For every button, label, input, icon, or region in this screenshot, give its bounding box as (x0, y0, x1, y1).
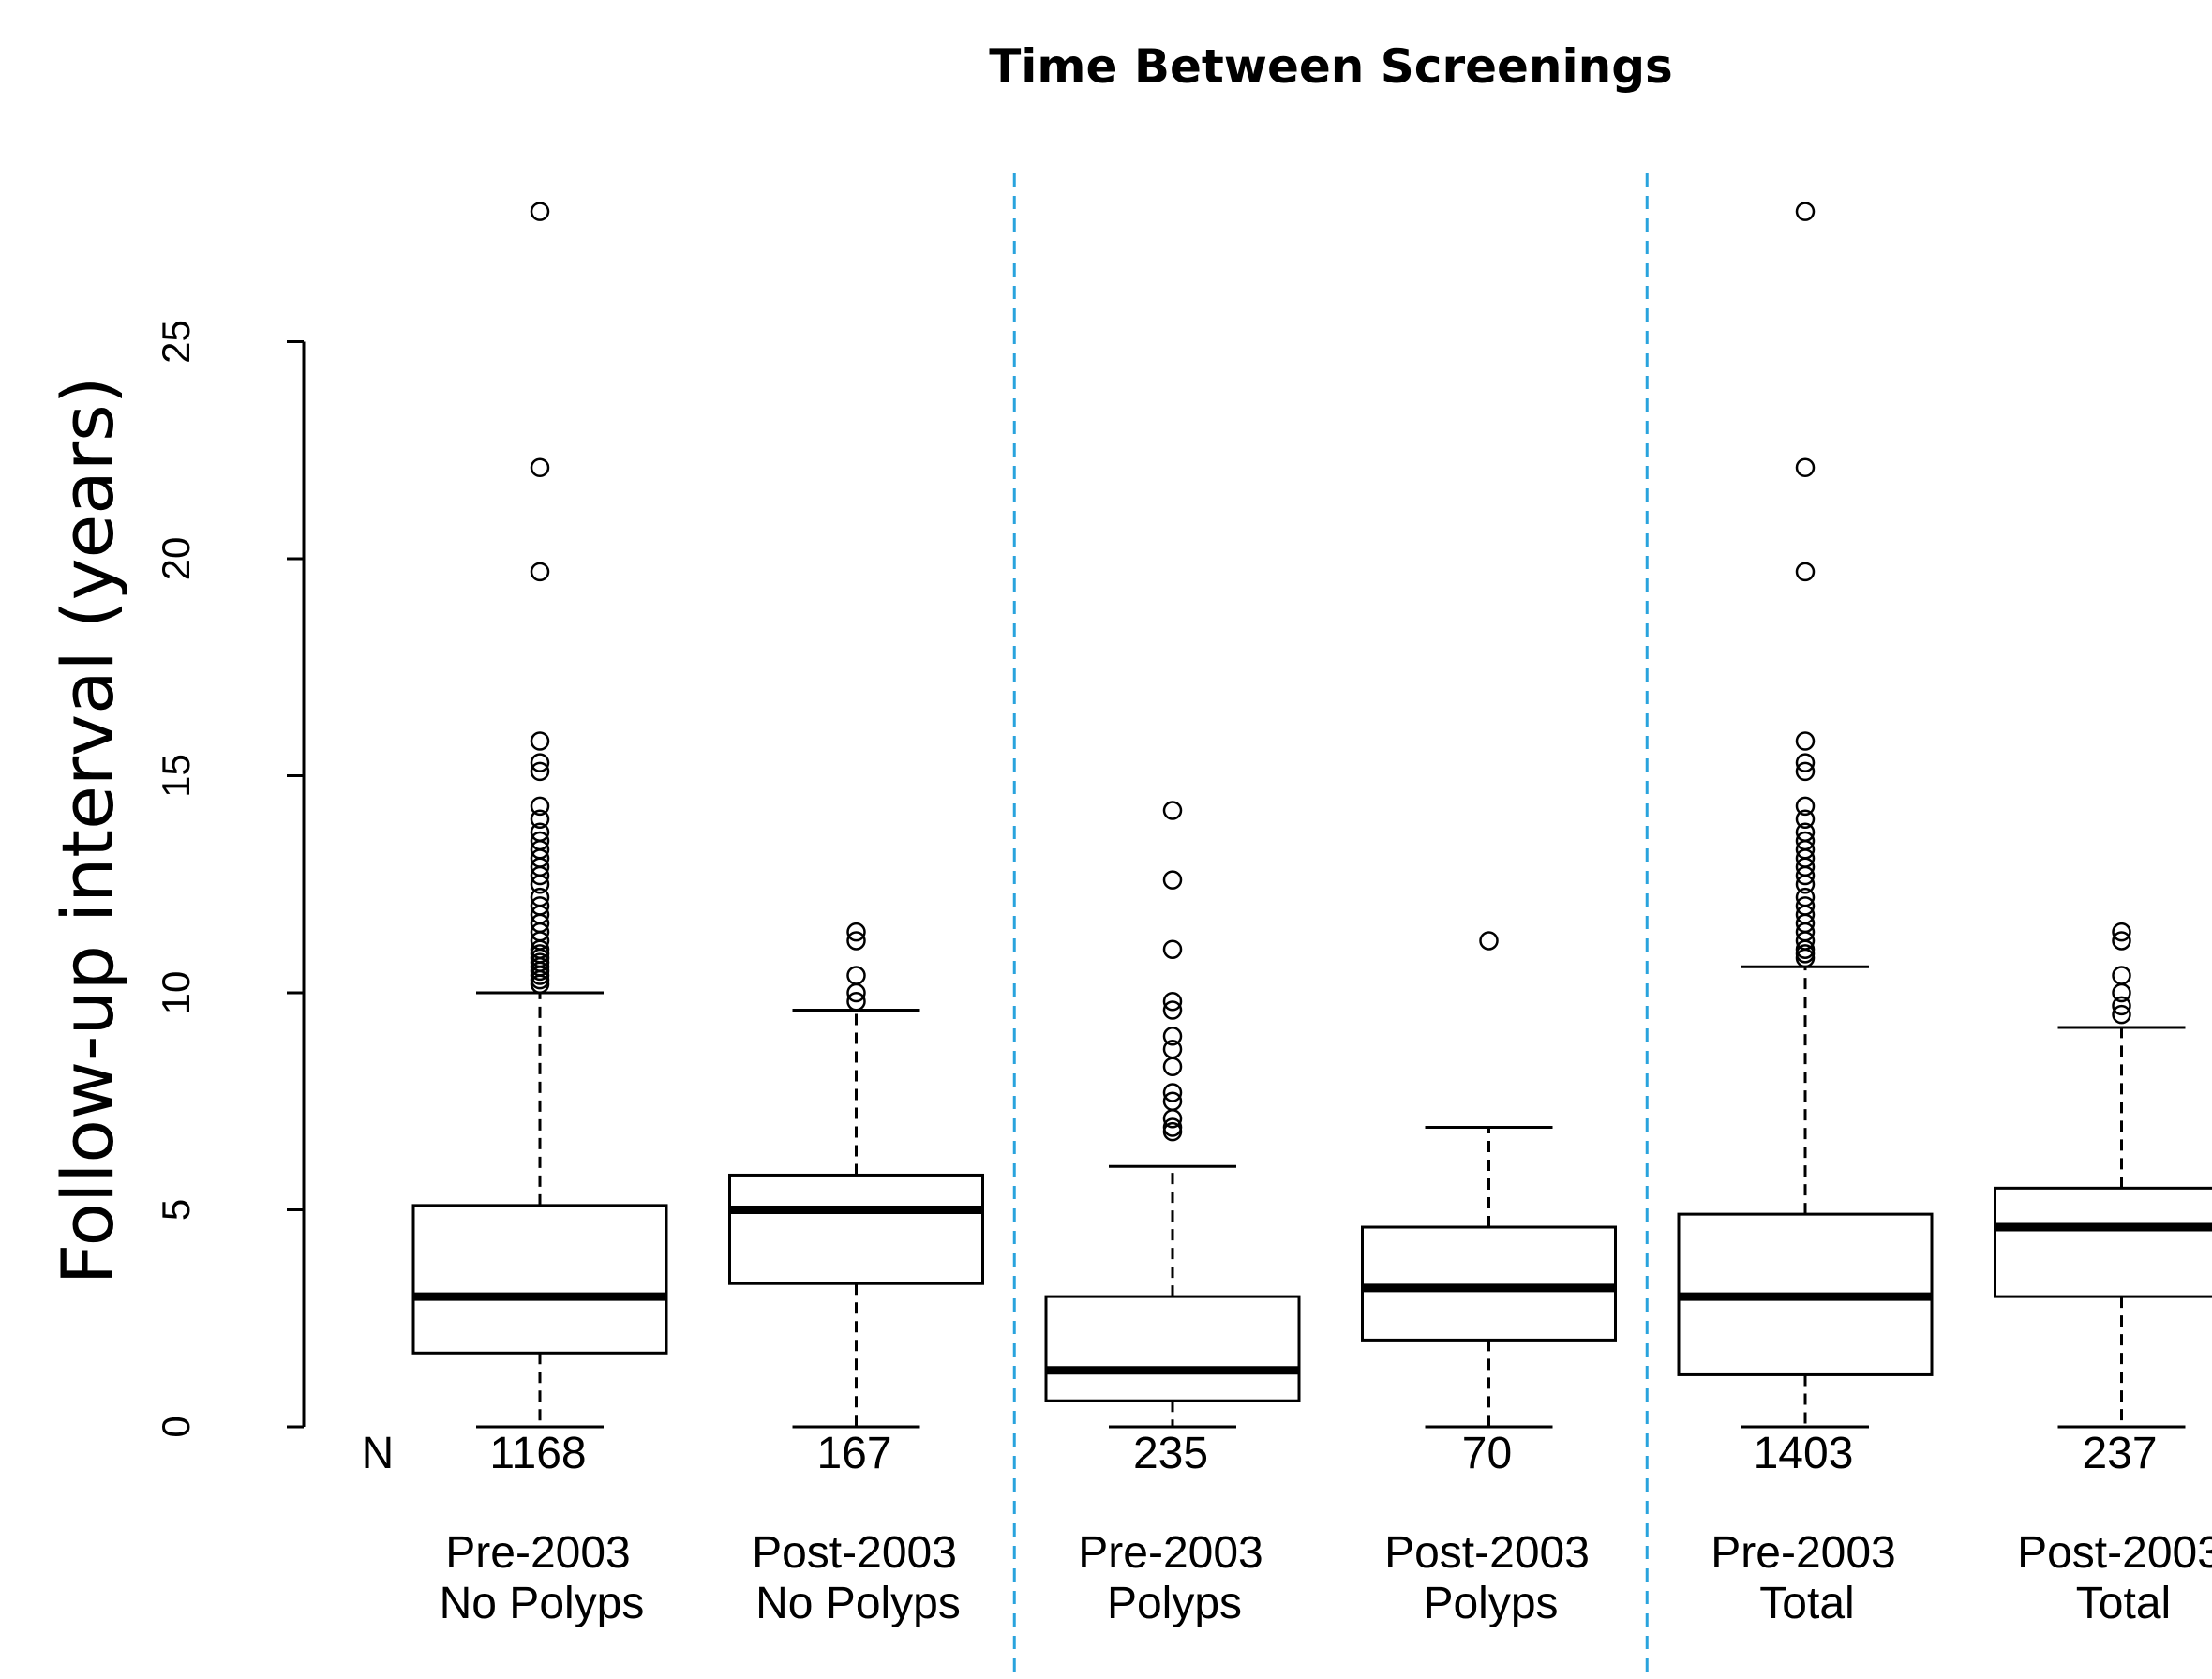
group-label-line1: Post-2003 (752, 1528, 957, 1578)
n-count-label: 237 (2082, 1429, 2157, 1478)
outlier-point (530, 761, 550, 782)
group-label-line1: Pre-2003 (1711, 1528, 1895, 1578)
iqr-box (1994, 1186, 2212, 1298)
n-count-label: 70 (1462, 1429, 1512, 1478)
group-label-line1: Pre-2003 (1078, 1528, 1263, 1578)
y-tick-label: 0 (154, 1416, 198, 1437)
group-label-line2: Total (2076, 1579, 2171, 1628)
iqr-box (1361, 1225, 1617, 1342)
outlier-point (1795, 457, 1816, 478)
outlier-point (1795, 796, 1816, 817)
outlier-point (1795, 731, 1816, 751)
outlier-point (1795, 896, 1816, 916)
y-tick-label: 15 (154, 754, 198, 798)
box-group (1677, 202, 1934, 1429)
chart-title: Time Between Screenings (989, 39, 1673, 94)
outlier-point (1795, 887, 1816, 907)
box-group (728, 922, 984, 1429)
outlier-point (1162, 1083, 1183, 1102)
outlier-point (530, 202, 550, 221)
outlier-point (1162, 870, 1183, 890)
n-count-label: 167 (816, 1429, 891, 1478)
outlier-point (1162, 1057, 1183, 1076)
box-group (1044, 801, 1301, 1429)
outlier-point (530, 887, 550, 907)
y-axis-label: Follow-up interval (years) (46, 377, 129, 1285)
outlier-point (530, 831, 550, 851)
outlier-point (2112, 966, 2131, 985)
group-label-line1: Post-2003 (2017, 1528, 2212, 1578)
n-count-label: 1403 (1754, 1429, 1854, 1478)
group-label-line2: No Polyps (440, 1579, 645, 1628)
boxes (411, 202, 2212, 1429)
group-label-line2: Total (1759, 1579, 1854, 1628)
outlier-point (530, 457, 550, 478)
y-axis: 0 5 10 15 20 25 (154, 320, 306, 1438)
outlier-point (2112, 982, 2131, 1003)
outlier-point (1795, 562, 1816, 582)
outlier-point (1795, 761, 1816, 782)
outlier-point (1795, 202, 1816, 221)
box-group (1361, 931, 1617, 1429)
outlier-point (2112, 996, 2131, 1016)
outlier-point (530, 809, 550, 830)
outlier-point (530, 896, 550, 916)
outlier-point (530, 822, 550, 842)
group-separators (1012, 173, 1649, 1679)
group-label-line1: Post-2003 (1384, 1528, 1590, 1578)
outlier-point (1162, 992, 1183, 1012)
outlier-point (530, 562, 550, 582)
outlier-point (1795, 822, 1816, 842)
y-tick-label: 5 (154, 1199, 198, 1221)
outlier-point (1795, 809, 1816, 830)
outlier-point (1162, 1117, 1183, 1137)
box-group (1994, 922, 2212, 1429)
iqr-box (728, 1173, 984, 1285)
outlier-point (846, 966, 866, 985)
n-count-label: 1168 (489, 1429, 586, 1478)
outlier-point (846, 922, 866, 942)
outlier-point (1162, 1027, 1183, 1046)
y-tick-label: 10 (154, 971, 198, 1015)
outlier-point (846, 992, 866, 1012)
group-label-line2: Polyps (1423, 1579, 1558, 1628)
y-tick-label: 25 (154, 320, 198, 364)
iqr-box (411, 1204, 668, 1355)
outlier-point (2112, 1004, 2131, 1025)
outlier-point (1479, 931, 1499, 951)
y-tick-label: 20 (154, 537, 198, 581)
outlier-point (530, 731, 550, 751)
group-label-line1: Pre-2003 (445, 1528, 630, 1578)
outlier-point (2112, 922, 2131, 942)
outlier-point (1162, 801, 1183, 820)
outlier-point (2112, 931, 2131, 951)
n-count-label: 235 (1133, 1429, 1208, 1478)
n-label: N (362, 1429, 395, 1478)
outlier-point (1162, 1091, 1183, 1111)
outlier-point (1162, 939, 1183, 959)
outlier-point (530, 796, 550, 817)
group-label-line2: No Polyps (755, 1579, 961, 1628)
outlier-point (1162, 1000, 1183, 1020)
outlier-point (1162, 1039, 1183, 1059)
outlier-point (1795, 753, 1816, 772)
outlier-point (846, 931, 866, 951)
outlier-point (1795, 831, 1816, 851)
group-label-line2: Polyps (1107, 1579, 1242, 1628)
iqr-box (1044, 1295, 1301, 1402)
box-group (411, 202, 668, 1429)
outlier-point (530, 753, 550, 772)
